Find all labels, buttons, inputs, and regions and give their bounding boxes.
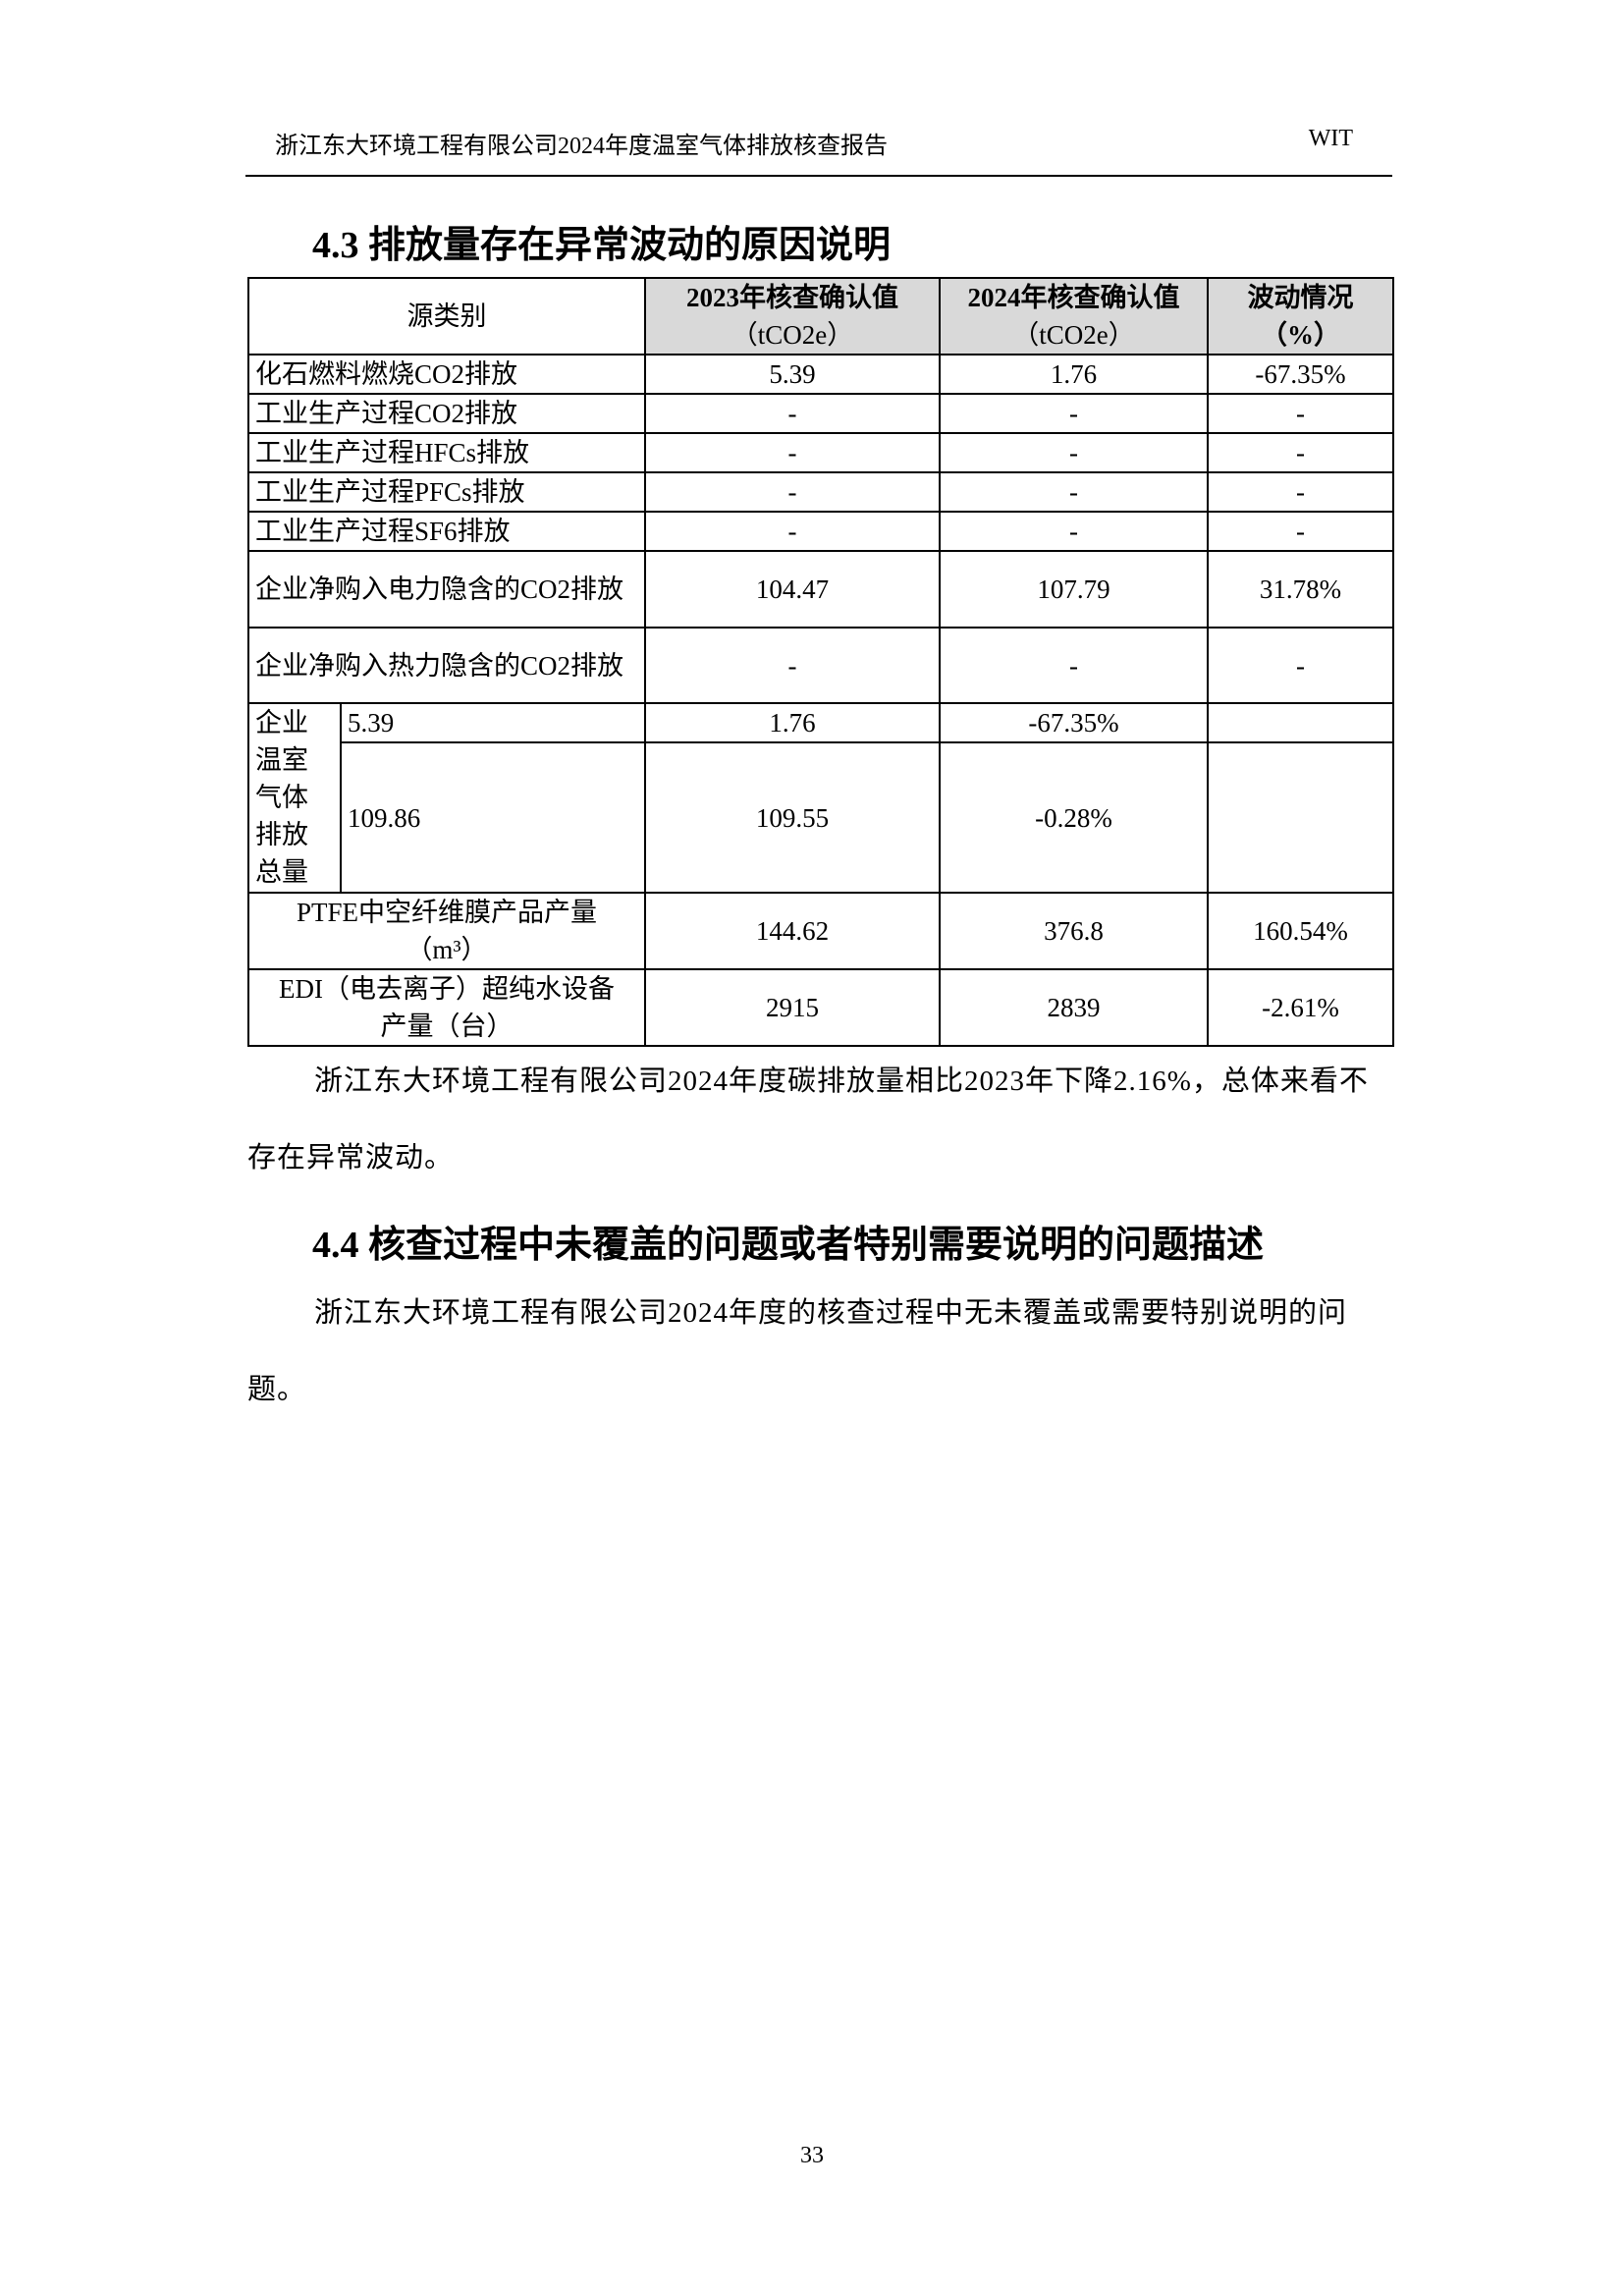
value-2023: 5.39 [644, 354, 941, 395]
row-label: 工业生产过程PFCs排放 [247, 471, 646, 513]
change: 31.78% [1207, 550, 1394, 629]
header-title: 浙江东大环境工程有限公司2024年度温室气体排放核查报告 [275, 134, 888, 159]
table-row: 化石燃料燃烧CO2排放 5.39 1.76 -67.35% [247, 354, 1394, 395]
value-2023: - [644, 627, 941, 704]
cell: -67.35% [939, 702, 1209, 743]
row-label: 化石燃料燃烧CO2排放 [247, 354, 646, 395]
table-header-row: 源类别 2023年核查确认值 （tCO2e） 2024年核查确认值 （tCO2e） … [247, 277, 1394, 355]
row-label: EDI（电去离子）超纯水设备产量（台） [247, 968, 646, 1047]
header-change-label: 波动情况 [1247, 283, 1354, 312]
value-2023: 104.47 [644, 550, 941, 629]
header-2024-label: 2024年核查确认值 [967, 283, 1180, 312]
value-2023: - [644, 471, 941, 513]
row-label: PTFE中空纤维膜产品产量（m³） [247, 892, 646, 970]
value-2023: - [644, 432, 941, 473]
table-row: 工业生产过程SF6排放 - - - [247, 511, 1394, 552]
table-row: 企业净购入热力隐含的CO2排放 - - - [247, 627, 1394, 704]
emissions-table: 源类别 2023年核查确认值 （tCO2e） 2024年核查确认值 （tCO2e） … [247, 277, 1394, 1047]
change: - [1207, 511, 1394, 552]
change: -2.61% [1207, 968, 1394, 1047]
change: - [1207, 471, 1394, 513]
header-brand: WIT [1308, 126, 1353, 151]
cell: 5.39 [340, 702, 646, 743]
value-2024: - [939, 393, 1209, 434]
value-2023: - [644, 511, 941, 552]
value-2023: 144.62 [644, 892, 941, 970]
value-2024: 2839 [939, 968, 1209, 1047]
page-number: 33 [800, 2143, 824, 2168]
table-row-total-1: 企业温室气体排放总量 5.39 1.76 -67.35% [247, 702, 1394, 894]
cell: 1.76 [644, 702, 941, 743]
cell [1207, 741, 1394, 894]
page-header: 浙江东大环境工程有限公司2024年度温室气体排放核查报告 WIT [245, 124, 1392, 177]
paragraph-1: 浙江东大环境工程有限公司2024年度碳排放量相比2023年下降2.16%，总体来… [247, 1066, 1369, 1174]
value-2024: - [939, 432, 1209, 473]
production-row: EDI（电去离子）超纯水设备产量（台） 2915 2839 -2.61% [247, 968, 1394, 1047]
header-2024: 2024年核查确认值 （tCO2e） [939, 277, 1209, 355]
value-2023: 2915 [644, 968, 941, 1047]
header-2023-label: 2023年核查确认值 [686, 283, 898, 312]
value-2024: 376.8 [939, 892, 1209, 970]
change: 160.54% [1207, 892, 1394, 970]
paragraph-2: 浙江东大环境工程有限公司2024年度的核查过程中无未覆盖或需要特别说明的问题。 [247, 1297, 1348, 1405]
row-label: 企业净购入热力隐含的CO2排放 [247, 627, 646, 704]
cell: -0.28% [939, 741, 1209, 894]
section-heading-4-4: 4.4 核查过程中未覆盖的问题或者特别需要说明的问题描述 [312, 1225, 1265, 1266]
row-label: 企业净购入电力隐含的CO2排放 [247, 550, 646, 629]
cell [1207, 702, 1394, 743]
header-change-unit: （%） [1261, 320, 1340, 350]
change: -67.35% [1207, 354, 1394, 395]
row-label: 工业生产过程SF6排放 [247, 511, 646, 552]
row-label: 工业生产过程CO2排放 [247, 393, 646, 434]
value-2024: - [939, 627, 1209, 704]
header-source: 源类别 [247, 277, 646, 355]
total-label: 企业温室气体排放总量 [247, 702, 342, 894]
cell: 109.86 [340, 741, 646, 894]
value-2024: - [939, 511, 1209, 552]
header-2023-unit: （tCO2e） [731, 320, 854, 350]
table-row: 企业净购入电力隐含的CO2排放 104.47 107.79 31.78% [247, 550, 1394, 629]
row-label: 工业生产过程HFCs排放 [247, 432, 646, 473]
table-row: 工业生产过程PFCs排放 - - - [247, 471, 1394, 513]
change: - [1207, 393, 1394, 434]
value-2024: - [939, 471, 1209, 513]
header-2024-unit: （tCO2e） [1012, 320, 1135, 350]
cell: 109.55 [644, 741, 941, 894]
table-row-total-2: 109.86 109.55 -0.28% [248, 741, 1394, 894]
change: - [1207, 432, 1394, 473]
value-2023: - [644, 393, 941, 434]
production-row: PTFE中空纤维膜产品产量（m³） 144.62 376.8 160.54% [247, 892, 1394, 970]
table-row: 工业生产过程HFCs排放 - - - [247, 432, 1394, 473]
table-row: 工业生产过程CO2排放 - - - [247, 393, 1394, 434]
section-heading-4-3: 4.3 排放量存在异常波动的原因说明 [312, 225, 892, 266]
header-2023: 2023年核查确认值 （tCO2e） [644, 277, 941, 355]
value-2024: 107.79 [939, 550, 1209, 629]
header-change: 波动情况 （%） [1207, 277, 1394, 355]
value-2024: 1.76 [939, 354, 1209, 395]
change: - [1207, 627, 1394, 704]
